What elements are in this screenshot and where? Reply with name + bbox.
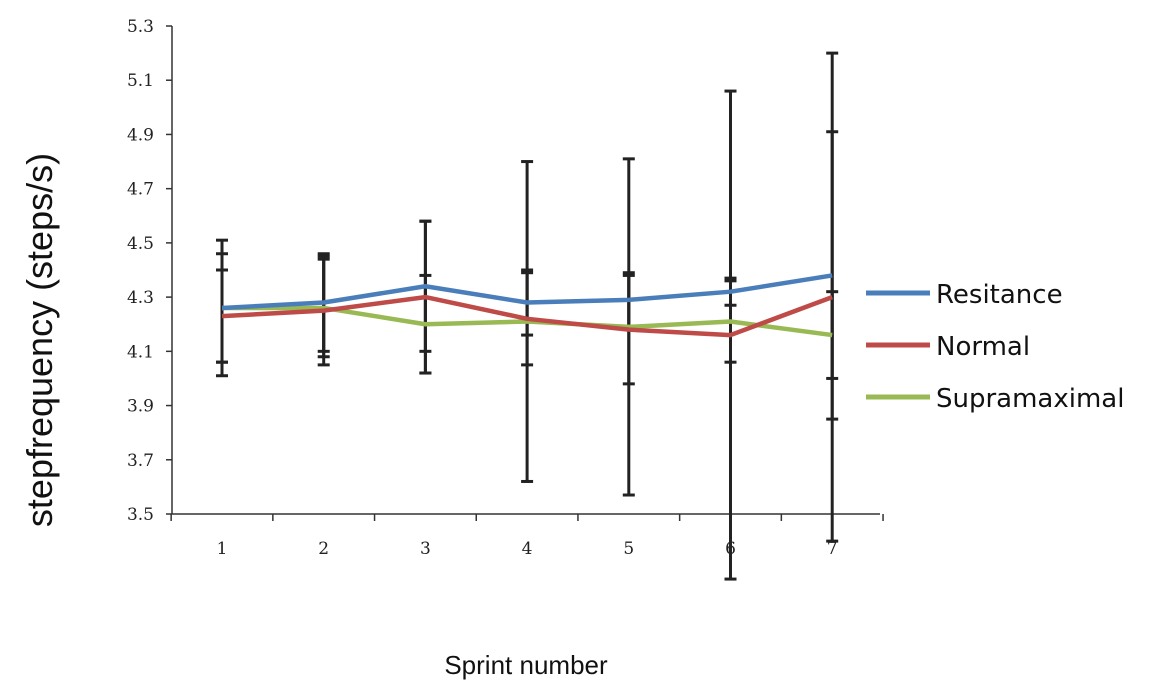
y-ticks: 3.5 3.7 3.9 4.1 4.3 4.5 4.7 4.9 5.1 5.3 [127,17,172,525]
x-ticks: 1234567 [170,514,884,559]
y-tick-label: 4.3 [127,288,154,308]
x-tick-label: 4 [522,539,533,559]
y-tick-label: 3.9 [127,397,154,417]
x-tick-label: 1 [217,539,228,559]
x-tick-label: 7 [827,539,838,559]
x-tick-label: 2 [318,539,329,559]
series-line-supramaximal [222,305,833,338]
error-bars [216,51,839,581]
y-tick-label: 4.1 [127,342,154,362]
axes: 3.53.73.94.14.34.54.74.95.15.3 1234567 [127,17,884,559]
y-tick-label: 5.3 [127,17,154,37]
legend-label: Resitance [936,280,1063,310]
y-tick-label: 3.7 [127,451,154,471]
y-axis-title: stepfrequency (steps/s) [19,153,60,527]
x-tick-label: 3 [420,539,431,559]
legend-label: Normal [936,332,1030,362]
y-tick-label: 3.5 [127,505,154,525]
legend-label: Supramaximal [936,384,1124,414]
legend: Resitance Normal Supramaximal [866,280,1124,414]
series-lines [221,273,833,338]
series-line-resitance [221,273,833,311]
x-tick-label: 5 [623,539,634,559]
series-line-normal [221,294,833,338]
y-tick-label: 4.9 [127,125,154,145]
y-tick-label: 4.7 [127,180,154,200]
x-axis-title: Sprint number [444,650,608,680]
y-tick-label: 5.1 [127,71,154,91]
y-tick-label: 4.5 [127,234,154,254]
